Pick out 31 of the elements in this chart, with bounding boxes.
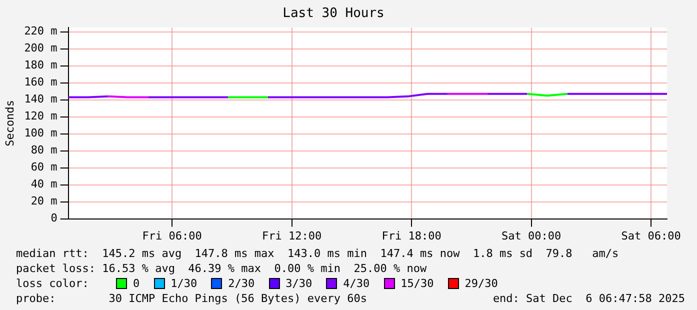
legend-label: 3/30	[286, 276, 312, 291]
text: packet loss: 16.53 % avg 46.39 % max 0.00 % min 25.00 % now	[16, 261, 427, 276]
legend-label: 29/30	[464, 276, 498, 291]
y-tick-label: 20 m	[30, 194, 58, 208]
y-tick-label: 100 m	[24, 126, 58, 140]
legend-title: loss color:	[16, 276, 90, 291]
text: end: Sat Dec 6 06:47:58 2025	[492, 291, 685, 306]
x-tick-label: Sat 06:00	[621, 229, 681, 242]
legend-label: 15/30	[400, 276, 434, 291]
x-tick-label: Sat 00:00	[501, 229, 562, 242]
legend-label: 4/30	[343, 276, 370, 291]
text: median rtt: 145.2 ms avg 147.8 ms max 143.0 ms min 147.4 ms now 1.8 ms sd 79.8 am/s	[16, 246, 619, 261]
y-axis-title: Seconds	[3, 100, 16, 146]
y-tick-label: 120 m	[24, 110, 58, 123]
y-tick-label: 0	[50, 212, 58, 225]
y-tick-label: 40 m	[30, 178, 58, 191]
y-tick-label: 140 m	[24, 92, 58, 106]
text: probe: 30 ICMP Echo Pings (56 Bytes) every 60s	[16, 291, 367, 306]
x-tick-label: Fri 06:00	[142, 229, 202, 242]
chart-title: Last 30 Hours	[282, 6, 384, 22]
y-tick-label: 200 m	[24, 42, 58, 55]
y-tick-label: 160 m	[24, 76, 58, 89]
x-tick-label: Fri 18:00	[382, 229, 442, 242]
y-tick-label: 220 m	[24, 24, 58, 38]
legend-label: 0	[133, 276, 140, 291]
y-tick-label: 80 m	[30, 144, 58, 157]
legend-label: 2/30	[228, 276, 255, 291]
y-tick-label: 60 m	[30, 160, 58, 174]
x-tick-label: Fri 12:00	[262, 229, 322, 242]
legend-label: 1/30	[170, 276, 198, 291]
y-tick-label: 180 m	[24, 58, 58, 72]
